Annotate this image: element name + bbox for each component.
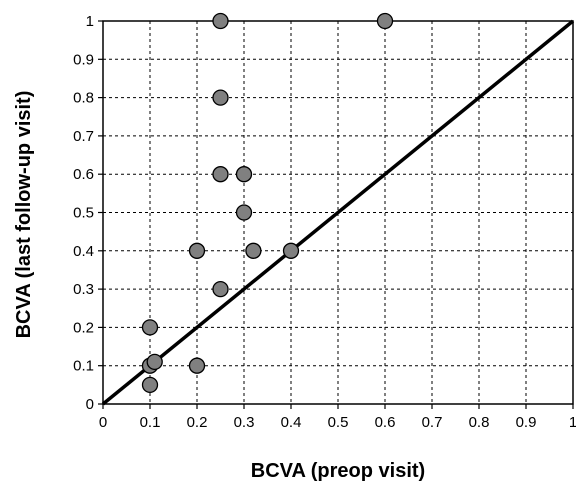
data-point [212,89,229,106]
y-tick-label: 1 [86,13,94,30]
data-point [188,242,206,259]
x-axis-ticks: 0 0.1 0.2 0.3 0.4 0.5 0.6 0.7 0.8 0.9 1 [99,404,576,431]
x-tick-label: 0.4 [281,414,302,431]
data-point [212,12,229,30]
y-tick-label: 0.1 [73,358,94,375]
data-point [235,204,253,221]
y-tick-label: 0.8 [73,90,94,107]
data-point [235,166,253,183]
x-tick-label: 0.6 [375,414,396,431]
x-tick-label: 0.9 [516,414,537,431]
y-tick-label: 0.5 [73,205,94,222]
data-point [376,12,394,30]
x-tick-label: 0.2 [187,414,208,431]
data-point [141,319,159,336]
data-point [188,357,206,374]
y-tick-label: 0.6 [73,166,94,183]
x-tick-label: 0.8 [469,414,490,431]
y-axis-ticks: 0 0.1 0.2 0.3 0.4 0.5 0.6 0.7 0.8 0.9 1 [73,13,103,413]
x-tick-label: 1 [569,414,576,431]
data-point [212,280,229,298]
y-tick-label: 0.7 [73,128,94,145]
data-point [212,166,229,183]
data-point [245,242,262,259]
y-axis-title: BCVA (last follow-up visit) [13,91,35,339]
x-axis-title: BCVA (preop visit) [251,460,425,482]
grid [103,21,573,404]
x-tick-label: 0.1 [140,414,161,431]
x-tick-label: 0 [99,414,107,431]
x-tick-label: 0.7 [422,414,443,431]
y-tick-label: 0.2 [73,319,94,336]
x-tick-label: 0.5 [328,414,349,431]
data-point [146,353,163,371]
data-point [282,242,300,259]
data-point [141,376,159,394]
y-tick-label: 0.9 [73,51,94,68]
y-tick-label: 0.4 [73,243,94,260]
y-tick-label: 0.3 [73,281,94,298]
x-tick-label: 0.3 [234,414,255,431]
data-points [141,12,394,394]
y-tick-label: 0 [86,396,94,413]
identity-reference-line [101,19,575,406]
